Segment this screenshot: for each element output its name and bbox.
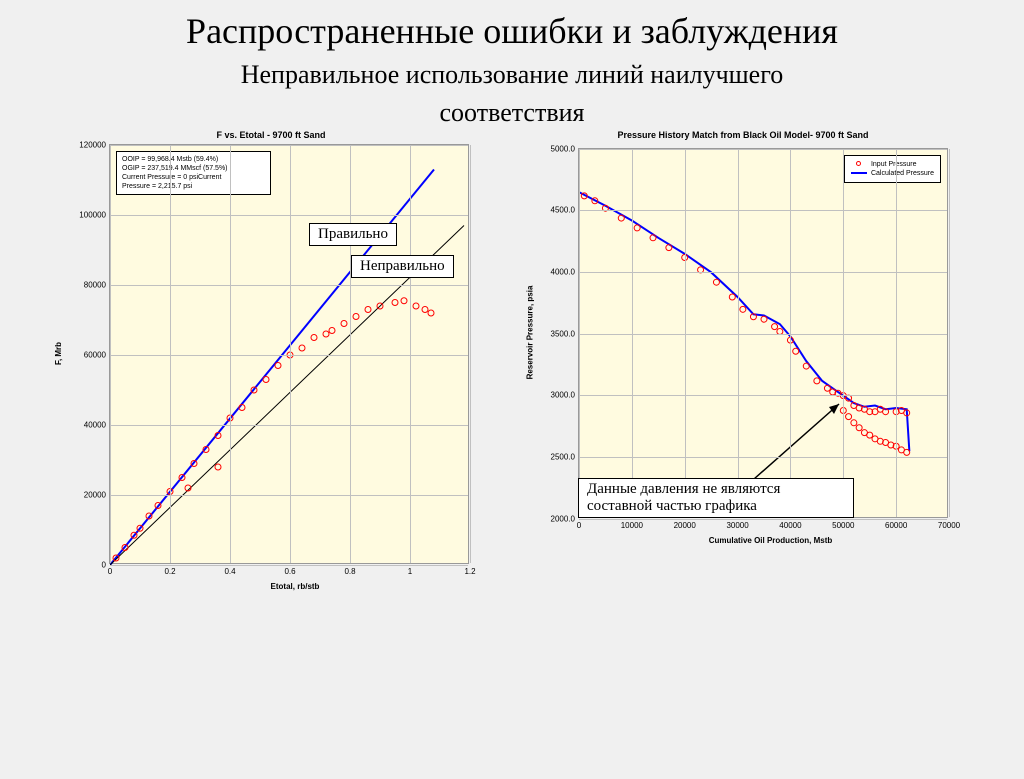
chart2-ylabel: Reservoir Pressure, psia [525, 285, 534, 379]
legend-line: OGIP = 237,519.4 MMscf (57.5%) [122, 164, 265, 173]
chart-right: Pressure History Match from Black Oil Mo… [523, 130, 963, 545]
chart2-legend: Input Pressure Calculated Pressure [844, 155, 941, 183]
legend-item: Input Pressure [871, 160, 917, 169]
slide-subtitle-1: Неправильное использование линий наилучш… [0, 60, 1024, 90]
annotation-wrong: Неправильно [351, 255, 454, 278]
chart2-title: Pressure History Match from Black Oil Mo… [523, 130, 963, 140]
chart2-plot: Input Pressure Calculated Pressure 2000.… [578, 148, 948, 518]
slide-subtitle-2: соответствия [0, 98, 1024, 128]
annotation-pressure: Данные давления не являются составной ча… [578, 478, 854, 519]
chart1-ylabel: F, Mrb [54, 342, 63, 365]
chart-left: F vs. Etotal - 9700 ft Sand OOIP = 99,96… [61, 130, 481, 591]
chart1-title: F vs. Etotal - 9700 ft Sand [61, 130, 481, 140]
annotation-correct: Правильно [309, 223, 397, 246]
chart1-plot: OOIP = 99,968.4 Mstb (59.4%) OGIP = 237,… [109, 144, 469, 564]
chart1-legend-box: OOIP = 99,968.4 Mstb (59.4%) OGIP = 237,… [116, 151, 271, 195]
chart2-xlabel: Cumulative Oil Production, Mstb [578, 536, 963, 545]
legend-line: Pressure = 2,215.7 psi [122, 182, 265, 191]
legend-line: OOIP = 99,968.4 Mstb (59.4%) [122, 155, 265, 164]
slide-title: Распространенные ошибки и заблуждения [0, 12, 1024, 52]
chart1-xlabel: Etotal, rb/stb [109, 582, 481, 591]
legend-item: Calculated Pressure [871, 169, 934, 178]
legend-line: Current Pressure = 0 psiCurrent [122, 173, 265, 182]
